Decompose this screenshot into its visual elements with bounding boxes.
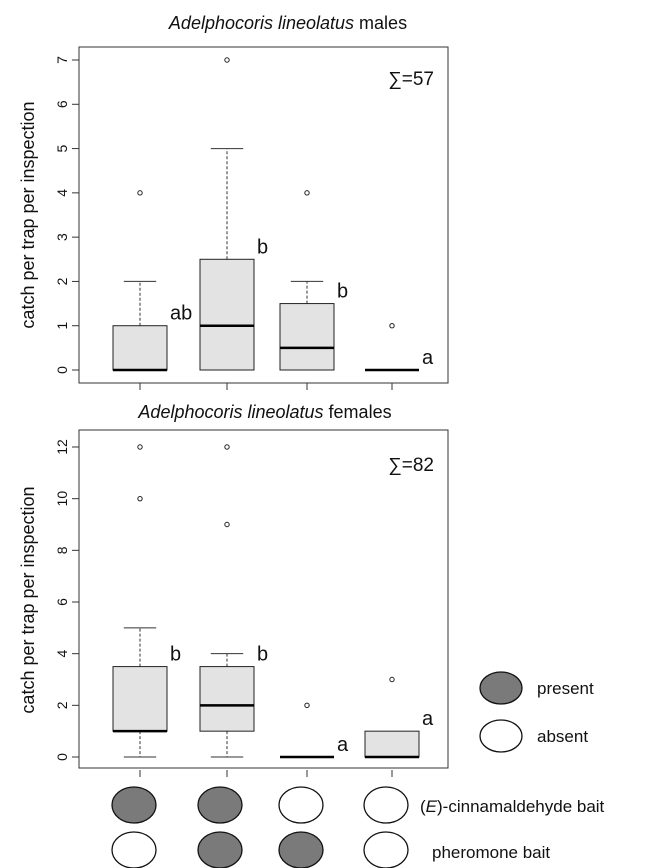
females-y-tick-label: 12 (54, 439, 70, 455)
females-y-axis-label: catch per trap per inspection (18, 486, 38, 713)
box-body (279, 303, 335, 371)
outlier-point (224, 57, 230, 63)
females-box-group-2: b (199, 444, 268, 758)
females-box-group-3: a (280, 702, 349, 759)
treatment-cell-1-2-present (197, 786, 243, 824)
outlier-point (389, 323, 395, 329)
box-body (199, 666, 255, 732)
males-panel: Adelphocoris lineolatus males catch per … (18, 13, 449, 390)
significance-letter: ab (170, 303, 192, 325)
box-body (112, 666, 168, 732)
significance-letter: b (337, 281, 348, 303)
males-title: Adelphocoris lineolatus males (168, 13, 407, 33)
males-y-tick-label: 5 (54, 144, 70, 152)
treatment-label-pheromone: pheromone bait (432, 843, 550, 862)
legend: present absent (479, 671, 594, 753)
cinnamaldehyde-label-italic: E (426, 797, 438, 816)
males-y-tick-label: 4 (54, 189, 70, 197)
legend-absent-label: absent (537, 727, 588, 746)
outlier-point (137, 190, 143, 196)
outlier-point (304, 190, 310, 196)
treatment-matrix (111, 786, 409, 868)
males-y-axis-label: catch per trap per inspection (18, 101, 38, 328)
females-box-group-1: b (112, 444, 181, 758)
females-title-sex: females (324, 402, 392, 422)
legend-present-swatch (479, 671, 523, 705)
treatment-cell-1-3-absent (278, 786, 324, 824)
females-y-tick-label: 6 (54, 598, 70, 606)
males-title-species: Adelphocoris lineolatus (168, 13, 354, 33)
males-y-tick-label: 0 (54, 366, 70, 374)
significance-letter: a (337, 734, 349, 756)
treatment-cell-1-1-present (111, 786, 157, 824)
cinnamaldehyde-label-prefix: ( (420, 797, 426, 816)
females-title: Adelphocoris lineolatus females (137, 402, 391, 422)
males-box-group-4: a (365, 323, 434, 372)
males-y-tick-label: 6 (54, 100, 70, 108)
significance-letter: b (257, 236, 268, 258)
significance-letter: a (422, 708, 434, 730)
females-y-ticks: 0 2 4 6 8 10 12 (54, 439, 393, 777)
females-y-tick-label: 10 (54, 491, 70, 507)
males-y-ticks: 0 1 2 3 4 5 6 7 (54, 56, 393, 390)
treatment-label-cinnamaldehyde: (E)-cinnamaldehyde bait (420, 797, 605, 816)
females-total-label: ∑=82 (388, 455, 434, 476)
treatment-cell-2-2-present (197, 831, 243, 868)
outlier-point (137, 444, 143, 450)
males-y-tick-label: 3 (54, 233, 70, 241)
outlier-point (224, 444, 230, 450)
females-y-tick-label: 0 (54, 753, 70, 761)
legend-present-label: present (537, 679, 594, 698)
females-boxes: b b a a (112, 444, 434, 759)
females-y-tick-label: 8 (54, 546, 70, 554)
legend-absent-swatch (479, 719, 523, 753)
outlier-point (137, 495, 143, 502)
treatment-cell-1-4-absent (363, 786, 409, 824)
males-total-label: ∑=57 (388, 69, 434, 90)
males-title-sex: males (354, 13, 407, 33)
outlier-point (389, 676, 395, 683)
females-plot-frame (78, 429, 449, 769)
cinnamaldehyde-label-suffix: )-cinnamaldehyde bait (437, 797, 605, 816)
females-panel: Adelphocoris lineolatus females catch pe… (18, 402, 449, 777)
box-body (112, 325, 168, 371)
significance-letter: b (170, 644, 181, 666)
females-title-species: Adelphocoris lineolatus (137, 402, 323, 422)
treatment-cell-2-3-present (278, 831, 324, 868)
males-box-group-2: b (199, 57, 268, 371)
outlier-point (224, 521, 230, 528)
outlier-point (304, 702, 310, 709)
box-body (364, 730, 420, 758)
females-y-tick-label: 2 (54, 701, 70, 709)
males-box-group-1: ab (112, 190, 192, 372)
treatment-cell-2-1-absent (111, 831, 157, 868)
males-y-tick-label: 1 (54, 322, 70, 330)
males-box-group-3: b (279, 190, 348, 371)
treatment-cell-2-4-absent (363, 831, 409, 868)
box-body (199, 258, 255, 371)
males-y-tick-label: 7 (54, 56, 70, 64)
females-box-group-4: a (364, 676, 434, 759)
males-y-tick-label: 2 (54, 277, 70, 285)
males-boxes: ab b b a (112, 57, 434, 372)
females-y-tick-label: 4 (54, 650, 70, 658)
significance-letter: b (257, 644, 268, 666)
significance-letter: a (422, 347, 434, 369)
males-plot-frame (78, 46, 449, 384)
